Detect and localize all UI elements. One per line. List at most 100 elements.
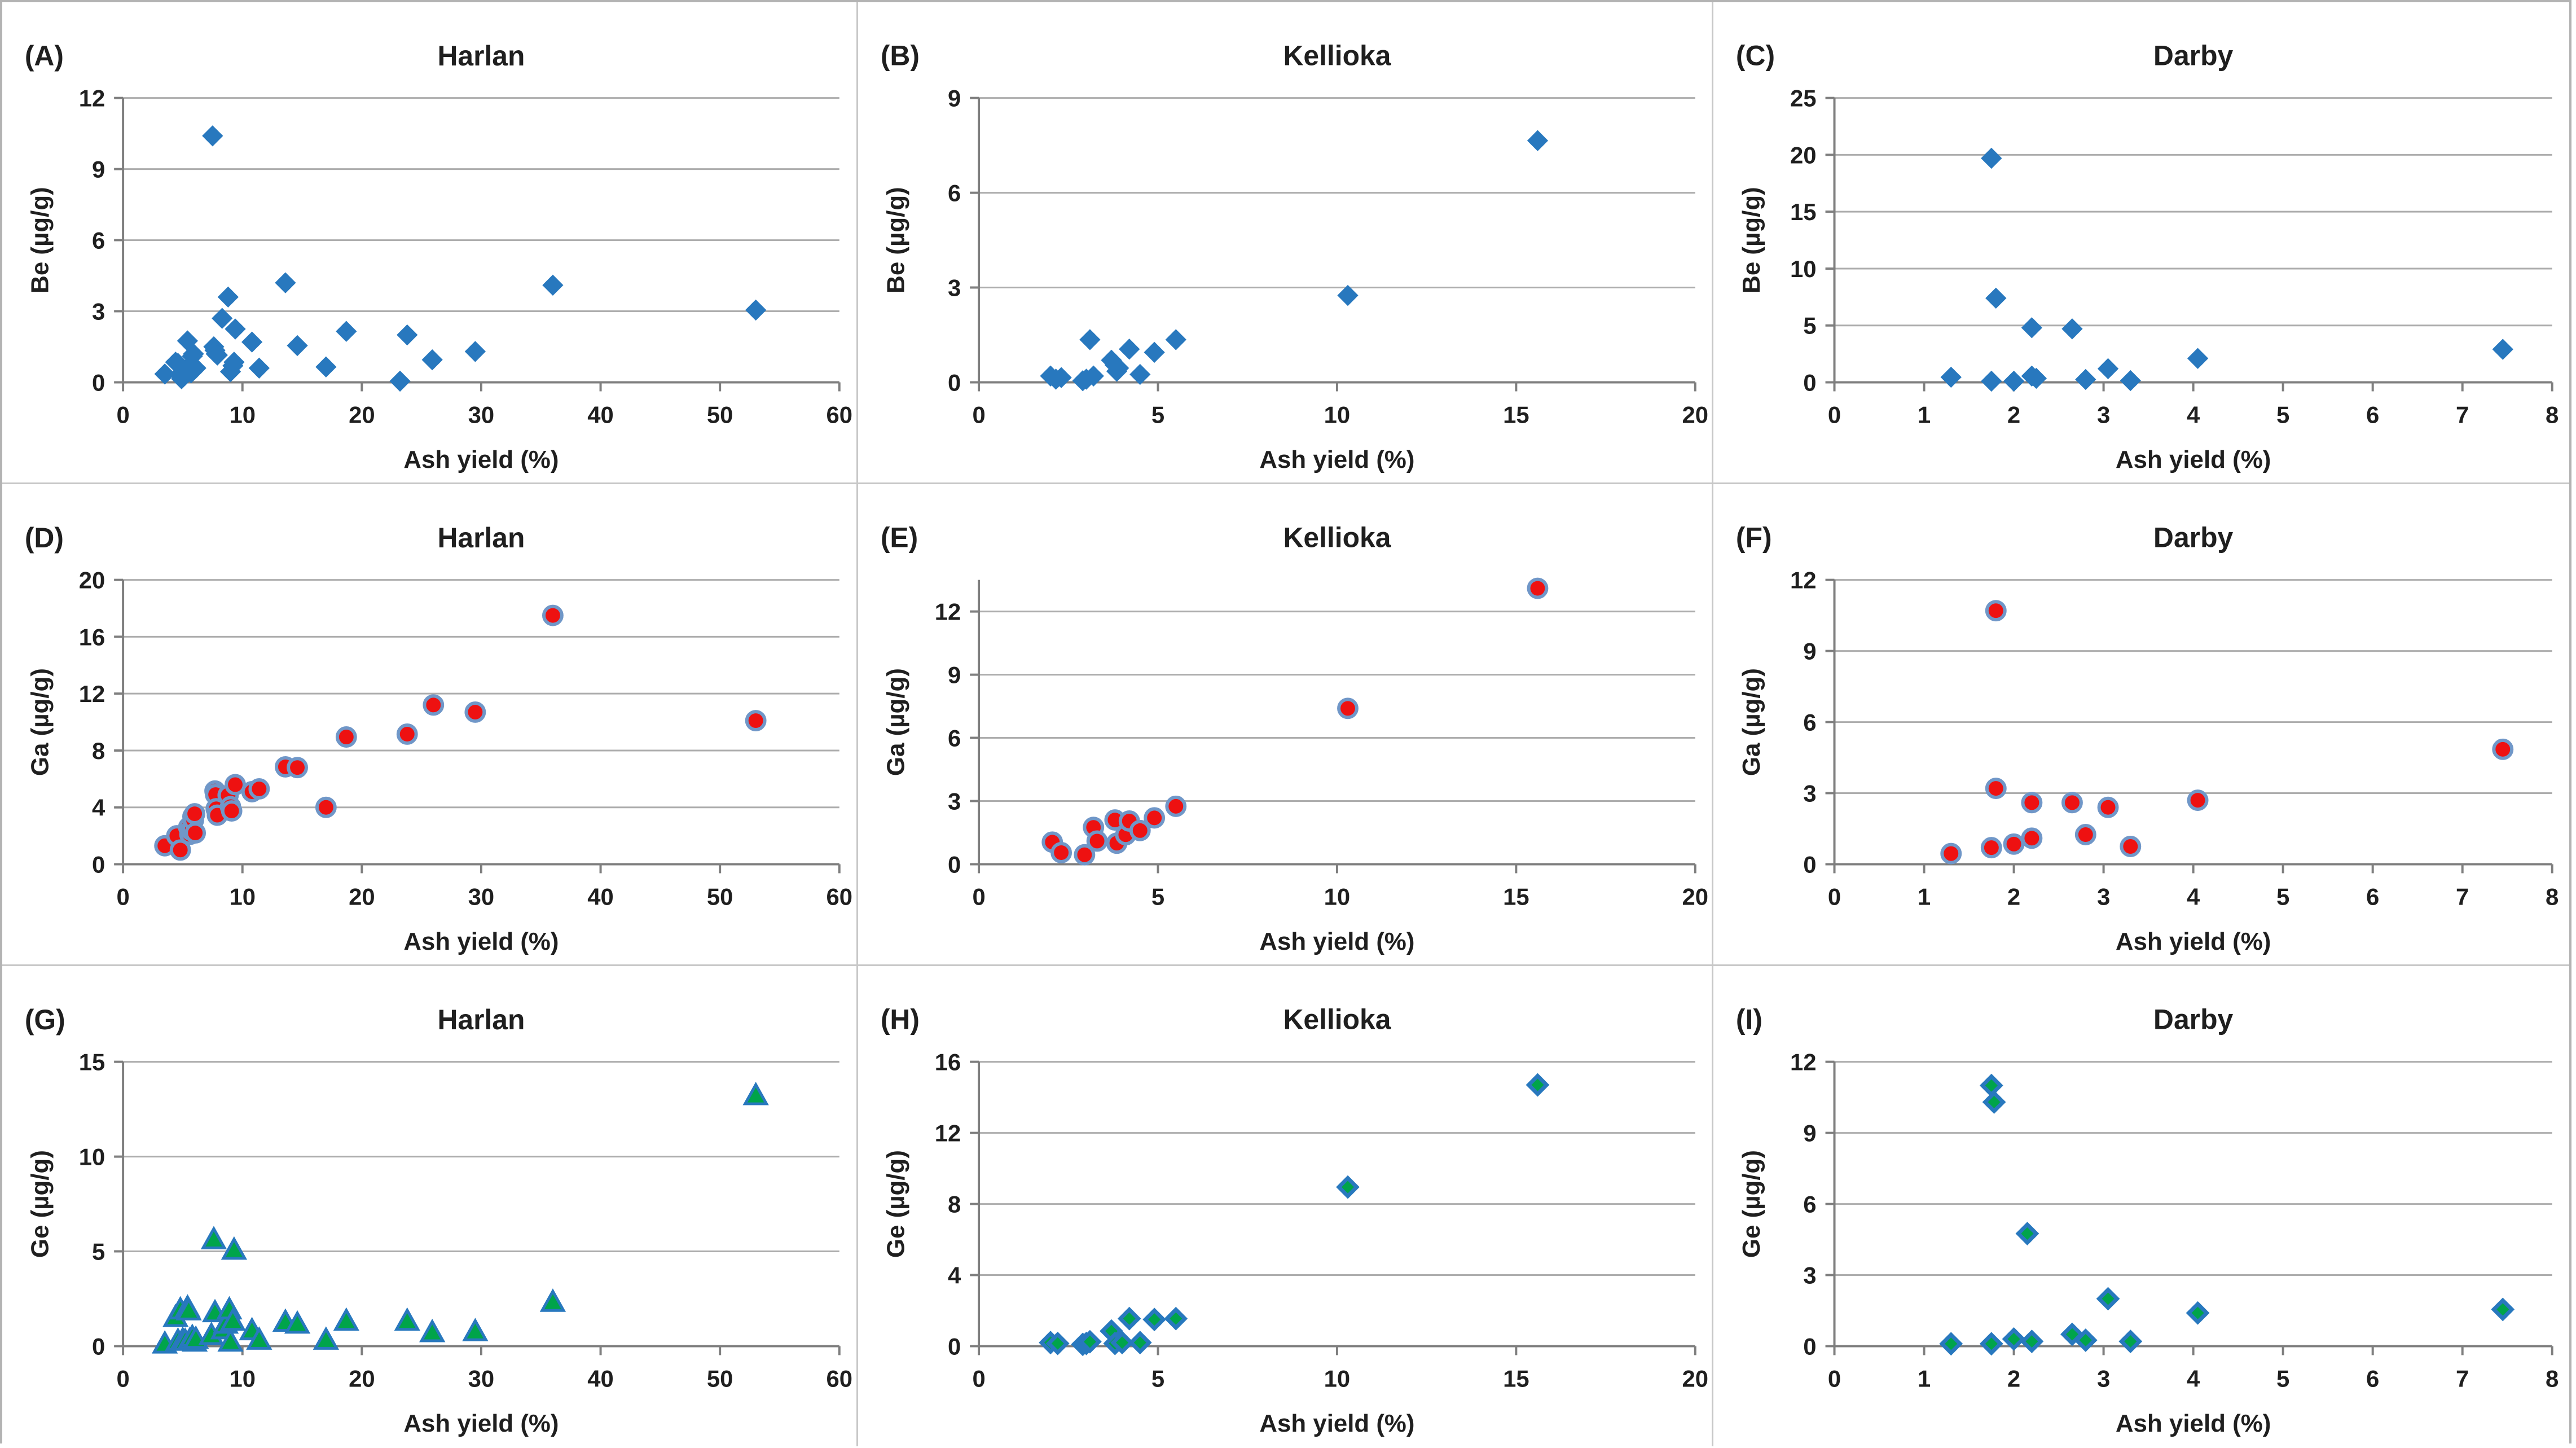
x-axis-title: Ash yield (%) xyxy=(2116,928,2271,955)
x-tick-label: 10 xyxy=(1324,883,1350,910)
data-point xyxy=(241,331,263,353)
data-point xyxy=(315,796,337,818)
y-axis-title: Ge (µg/g) xyxy=(882,1150,909,1258)
data-point xyxy=(1940,366,1962,388)
data-point xyxy=(742,1082,769,1105)
data-point xyxy=(1982,1090,2006,1114)
x-tick-label: 7 xyxy=(2456,1366,2469,1392)
x-tick-label: 0 xyxy=(972,1366,985,1392)
data-point xyxy=(2003,370,2025,392)
data-point xyxy=(225,318,246,340)
data-point xyxy=(464,701,486,723)
data-point xyxy=(2187,348,2209,369)
x-tick-label: 30 xyxy=(468,1366,495,1392)
data-point xyxy=(1086,830,1108,852)
data-point xyxy=(2015,1222,2039,1246)
y-tick-label: 0 xyxy=(948,369,961,396)
data-point xyxy=(2118,1329,2143,1354)
y-tick-label: 0 xyxy=(948,852,961,878)
data-point xyxy=(2075,824,2097,846)
y-tick-label: 6 xyxy=(948,725,961,752)
y-tick-label: 8 xyxy=(92,738,105,764)
data-point xyxy=(1128,1331,1152,1355)
panel-d-harlan-ga: 0 4 8 12 16 20 0 10 20 30 40 50 60 (D) Harlan Ash yield… xyxy=(2,484,858,967)
data-point xyxy=(217,286,239,308)
data-point xyxy=(1526,1073,1549,1097)
data-point xyxy=(287,335,308,357)
x-tick-label: 10 xyxy=(229,883,256,910)
y-tick-label: 12 xyxy=(79,681,105,707)
data-point xyxy=(248,357,270,379)
data-point xyxy=(2020,1329,2044,1354)
data-point xyxy=(2098,358,2119,379)
x-tick-label: 50 xyxy=(707,401,733,428)
chart-e: 0 3 6 9 12 0 5 10 15 20 (E) Kellioka Ash yield (%) Ga… xyxy=(880,522,1708,955)
panel-e-kellioka-ga: 0 3 6 9 12 0 5 10 15 20 (E) Kellioka Ash yield (%) Ga… xyxy=(858,484,1714,967)
data-point xyxy=(1107,357,1129,379)
data-point xyxy=(394,1307,420,1331)
data-point xyxy=(2492,739,2514,760)
data-point xyxy=(396,723,418,745)
chart-d: 0 4 8 12 16 20 0 10 20 30 40 50 60 (D) Harlan Ash yield… xyxy=(25,522,852,955)
panel-letter: (F) xyxy=(1736,522,1772,554)
x-axis-title: Ash yield (%) xyxy=(1259,446,1414,473)
data-point xyxy=(1079,329,1101,350)
x-tick-label: 5 xyxy=(2276,883,2289,910)
x-tick-label: 4 xyxy=(2187,1366,2200,1392)
data-point xyxy=(184,822,206,844)
data-point xyxy=(1165,796,1186,817)
x-tick-label: 2 xyxy=(2007,401,2020,428)
data-point xyxy=(423,694,445,716)
x-axis-title: Ash yield (%) xyxy=(403,1410,559,1437)
x-tick-label: 6 xyxy=(2366,401,2379,428)
y-tick-label: 0 xyxy=(1804,852,1817,878)
y-tick-label: 4 xyxy=(948,1262,961,1289)
y-tick-label: 16 xyxy=(79,624,105,650)
y-axis-title: Ge (µg/g) xyxy=(27,1150,54,1258)
data-point xyxy=(2187,789,2209,811)
data-point xyxy=(275,272,296,293)
data-point xyxy=(1337,284,1359,306)
panel-c-darby-be: 0 5 10 15 20 25 0 1 2 3 4 5 6 7 8 (C) Darby Ash yield (%)… xyxy=(1713,2,2569,485)
y-tick-label: 12 xyxy=(1790,1049,1817,1076)
data-point xyxy=(206,344,228,366)
data-point xyxy=(2186,1301,2210,1325)
x-tick-label: 5 xyxy=(1151,401,1164,428)
y-tick-label: 9 xyxy=(1804,1120,1817,1147)
chart-c: 0 5 10 15 20 25 0 1 2 3 4 5 6 7 8 (C) Darby Ash yield (%)… xyxy=(1736,40,2559,473)
x-tick-label: 10 xyxy=(229,401,256,428)
y-axis-title: Be (µg/g) xyxy=(27,187,54,293)
data-point xyxy=(335,726,357,748)
data-point xyxy=(169,839,191,861)
data-point xyxy=(1981,147,2002,169)
panel-letter: (B) xyxy=(880,40,919,72)
data-point xyxy=(284,1310,311,1334)
data-point xyxy=(464,341,486,362)
data-point xyxy=(1050,367,1072,388)
data-point xyxy=(1164,1307,1188,1331)
x-tick-label: 4 xyxy=(2187,401,2200,428)
y-axis-title: Ga (µg/g) xyxy=(882,668,909,776)
y-tick-label: 12 xyxy=(1790,567,1817,594)
data-point xyxy=(1078,1329,1102,1354)
panel-letter: (A) xyxy=(25,40,64,72)
x-tick-label: 40 xyxy=(587,1366,614,1392)
data-point xyxy=(2003,833,2025,855)
data-point xyxy=(202,125,223,147)
data-point xyxy=(1527,130,1548,151)
x-tick-label: 10 xyxy=(1324,1366,1350,1392)
panel-b-kellioka-be: 0 3 6 9 0 5 10 15 20 (B) Kellioka Ash yield (%) Be (… xyxy=(858,2,1714,485)
data-point xyxy=(2061,318,2083,340)
data-point xyxy=(1980,1073,2004,1098)
panel-letter: (D) xyxy=(25,522,64,554)
data-point xyxy=(2021,317,2043,339)
panel-title: Harlan xyxy=(437,522,525,554)
chart-b: 0 3 6 9 0 5 10 15 20 (B) Kellioka Ash yield (%) Be (… xyxy=(880,40,1708,473)
data-point xyxy=(1144,341,1165,363)
x-tick-label: 10 xyxy=(229,1366,256,1392)
x-tick-label: 1 xyxy=(1918,1366,1931,1392)
data-point xyxy=(219,1307,246,1331)
y-axis-title: Be (µg/g) xyxy=(882,187,909,293)
data-point xyxy=(1335,1175,1360,1199)
panel-g-harlan-ge: 0 5 10 15 0 10 20 30 40 50 60 (G) Harlan Ash yield (%… xyxy=(2,966,858,1447)
